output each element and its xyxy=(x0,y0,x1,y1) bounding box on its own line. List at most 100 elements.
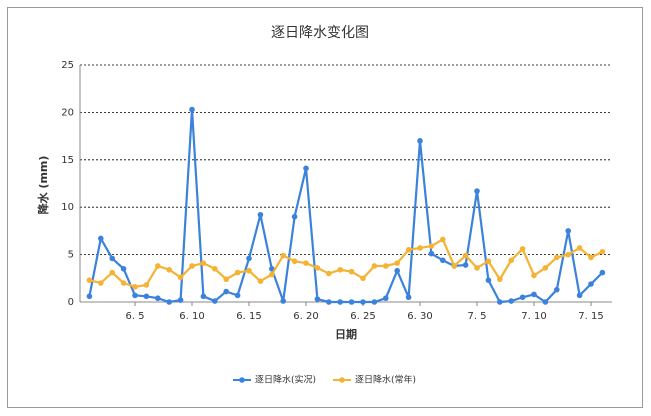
chart-title: 逐日降水变化图 xyxy=(271,25,369,41)
data-point xyxy=(326,299,332,305)
data-point xyxy=(417,245,423,251)
data-point xyxy=(98,235,104,242)
x-tick-label: 6. 5 xyxy=(125,311,144,322)
x-axis-label: 日期 xyxy=(335,327,357,341)
data-point xyxy=(394,260,401,266)
data-point xyxy=(155,295,161,302)
data-point xyxy=(189,106,195,113)
data-point xyxy=(177,297,184,303)
data-point xyxy=(120,280,127,286)
data-point xyxy=(576,292,583,299)
data-point xyxy=(155,263,161,269)
data-point xyxy=(462,252,469,259)
y-tick-label: 10 xyxy=(61,202,74,213)
data-point xyxy=(86,293,93,300)
data-point xyxy=(200,293,207,300)
data-point xyxy=(554,286,560,293)
data-point xyxy=(417,138,423,144)
y-axis-label: 降水 (mm) xyxy=(36,156,50,215)
data-point xyxy=(576,245,583,251)
y-tick-label: 20 xyxy=(61,107,74,118)
data-point xyxy=(291,258,298,265)
y-tick-label: 15 xyxy=(61,155,74,166)
data-point xyxy=(428,250,435,257)
data-point xyxy=(257,211,264,218)
data-point xyxy=(405,247,412,253)
data-point xyxy=(223,288,229,295)
data-point xyxy=(474,265,480,271)
x-tick-label: 7. 15 xyxy=(578,311,603,322)
data-point xyxy=(143,293,150,300)
data-point xyxy=(565,251,571,258)
data-point xyxy=(337,299,344,305)
data-point xyxy=(291,213,298,220)
x-tick-label: 6. 10 xyxy=(179,311,204,322)
data-point xyxy=(246,267,252,274)
data-point xyxy=(246,255,252,262)
series-line xyxy=(89,237,603,288)
x-tick-label: 6. 20 xyxy=(293,311,318,322)
x-tick-label: 6. 15 xyxy=(236,311,261,322)
data-point xyxy=(280,252,287,259)
data-point xyxy=(531,291,537,298)
y-tick-label: 0 xyxy=(68,297,74,308)
data-point xyxy=(348,299,355,305)
data-point xyxy=(143,282,150,288)
data-point xyxy=(234,292,241,299)
legend-label: 逐日降水(实况) xyxy=(255,374,316,386)
y-tick-label: 25 xyxy=(61,60,74,71)
data-point xyxy=(269,271,275,278)
data-point xyxy=(394,267,401,274)
data-point xyxy=(474,188,480,194)
data-point xyxy=(314,265,321,271)
data-point xyxy=(599,248,606,255)
data-point xyxy=(360,299,366,305)
x-tick-label: 6. 30 xyxy=(407,311,432,322)
data-point xyxy=(234,269,241,276)
x-tick-label: 7. 5 xyxy=(467,311,486,322)
data-point xyxy=(428,243,435,249)
data-point xyxy=(257,278,264,284)
data-point xyxy=(166,299,172,305)
data-point xyxy=(383,295,389,302)
data-point xyxy=(326,270,332,277)
data-point xyxy=(508,257,514,264)
data-point xyxy=(440,257,446,264)
data-point xyxy=(200,260,207,266)
data-point xyxy=(497,276,503,283)
data-point xyxy=(177,274,184,281)
data-point xyxy=(542,265,549,271)
data-point xyxy=(132,284,138,290)
data-point xyxy=(497,299,503,305)
data-point xyxy=(440,236,446,243)
data-point xyxy=(86,277,93,283)
series-line xyxy=(88,109,604,304)
data-point xyxy=(371,263,378,269)
data-point xyxy=(280,298,287,304)
data-point xyxy=(599,269,606,276)
data-point xyxy=(223,276,229,283)
data-point xyxy=(542,299,549,305)
x-tick-label: 6. 25 xyxy=(350,311,375,322)
data-point xyxy=(166,266,172,273)
data-point xyxy=(383,263,389,269)
data-point xyxy=(508,298,514,304)
y-tick-label: 5 xyxy=(68,250,74,261)
data-point xyxy=(565,228,571,234)
data-point xyxy=(360,275,366,282)
data-point xyxy=(212,298,218,304)
data-point xyxy=(462,262,469,268)
data-point xyxy=(98,280,104,286)
data-point xyxy=(314,296,321,302)
legend-label: 逐日降水(常年) xyxy=(355,374,416,386)
data-point xyxy=(303,165,309,172)
data-point xyxy=(212,266,218,272)
data-point xyxy=(519,246,526,252)
data-point xyxy=(337,266,344,273)
data-point xyxy=(120,266,127,272)
data-point xyxy=(554,254,560,261)
data-point xyxy=(303,260,309,266)
legend-marker xyxy=(239,377,245,383)
data-point xyxy=(588,254,594,261)
